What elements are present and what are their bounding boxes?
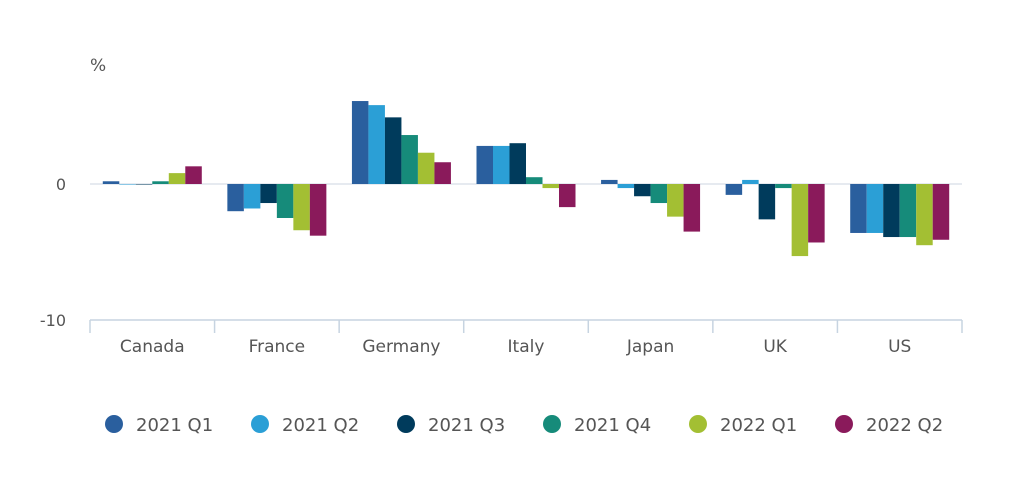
- x-tick-label: Italy: [508, 337, 545, 357]
- bar-us-2021-q3: [883, 184, 900, 238]
- bar-france-2022-q1: [293, 184, 310, 231]
- bar-japan-2021-q2: [617, 184, 635, 189]
- legend-label: 2022 Q2: [866, 415, 943, 436]
- bar-italy-2021-q3: [509, 143, 526, 184]
- bar-italy-2021-q4: [526, 177, 543, 184]
- bar-germany-2022-q2: [434, 162, 451, 184]
- legend-swatch: [397, 415, 415, 433]
- x-tick-label: US: [888, 337, 911, 357]
- x-axis: Canada France Germany Italy Japan UK US: [89, 319, 963, 357]
- x-tick-label: France: [249, 337, 306, 357]
- legend-label: 2021 Q1: [136, 415, 213, 436]
- bar-uk-2021-q2: [742, 179, 759, 184]
- bar-france-2022-q2: [309, 184, 327, 236]
- y-unit-label: %: [90, 56, 106, 76]
- bar-japan-2022-q1: [667, 184, 684, 217]
- bar-italy-2021-q2: [493, 145, 510, 184]
- bar-us-2022-q2: [932, 184, 950, 240]
- bar-us-2021-q1: [850, 184, 867, 233]
- y-tick-label: 0: [56, 175, 66, 194]
- legend-item-2022-q2[interactable]: 2022 Q2: [835, 415, 943, 436]
- bar-france-2021-q2: [243, 184, 261, 209]
- bar-canada-2022-q2: [185, 166, 202, 184]
- bar-uk-2021-q3: [758, 184, 776, 220]
- bar-uk-2022-q1: [791, 184, 809, 257]
- bar-japan-2021-q1: [601, 179, 618, 184]
- bar-italy-2022-q1: [542, 184, 559, 189]
- bar-canada-2021-q4: [152, 181, 169, 184]
- bar-japan-2022-q2: [683, 184, 701, 232]
- bar-us-2021-q2: [866, 184, 884, 233]
- bar-us-2022-q1: [916, 184, 933, 246]
- bar-italy-2021-q1: [476, 145, 493, 184]
- bar-japan-2021-q4: [650, 184, 668, 204]
- legend-swatch: [689, 415, 707, 433]
- bar-germany-2021-q3: [384, 117, 402, 184]
- bar-germany-2021-q1: [351, 101, 369, 184]
- bar-canada-2022-q1: [168, 173, 186, 184]
- bar-japan-2021-q3: [634, 184, 651, 197]
- legend-swatch: [105, 415, 123, 433]
- bar-uk-2022-q2: [808, 184, 825, 243]
- legend: 2021 Q1 2021 Q2 2021 Q3 2021 Q4 2022 Q1 2022 …: [105, 415, 943, 436]
- bar-germany-2022-q1: [417, 152, 435, 184]
- legend-item-2021-q4[interactable]: 2021 Q4: [543, 415, 651, 436]
- bar-france-2021-q4: [276, 184, 294, 218]
- x-tick-label: Japan: [626, 337, 674, 357]
- bar-germany-2021-q2: [368, 105, 385, 184]
- x-tick-label: Germany: [362, 337, 440, 357]
- legend-item-2021-q2[interactable]: 2021 Q2: [251, 415, 359, 436]
- bar-france-2021-q3: [260, 184, 277, 204]
- bar-canada-2021-q1: [102, 181, 120, 184]
- legend-swatch: [251, 415, 269, 433]
- y-axis-ticks: 0 -10: [40, 175, 66, 330]
- bar-france-2021-q1: [227, 184, 244, 212]
- bar-uk-2021-q1: [725, 184, 743, 195]
- legend-item-2022-q1[interactable]: 2022 Q1: [689, 415, 797, 436]
- x-tick-label: UK: [763, 337, 787, 357]
- bar-canada-2021-q2: [119, 184, 136, 185]
- legend-label: 2021 Q4: [574, 415, 651, 436]
- legend-label: 2022 Q1: [720, 415, 797, 436]
- bars: [102, 101, 950, 257]
- legend-swatch: [543, 415, 561, 433]
- x-tick-label: Canada: [120, 337, 185, 357]
- bar-canada-2021-q3: [135, 184, 153, 185]
- legend-item-2021-q1[interactable]: 2021 Q1: [105, 415, 213, 436]
- legend-item-2021-q3[interactable]: 2021 Q3: [397, 415, 505, 436]
- legend-swatch: [835, 415, 853, 433]
- y-tick-label: -10: [40, 311, 66, 330]
- legend-label: 2021 Q2: [282, 415, 359, 436]
- bar-italy-2022-q2: [559, 184, 576, 208]
- bar-us-2021-q4: [899, 184, 917, 238]
- bar-uk-2021-q4: [775, 184, 792, 189]
- legend-label: 2021 Q3: [428, 415, 505, 436]
- bar-germany-2021-q4: [401, 135, 418, 184]
